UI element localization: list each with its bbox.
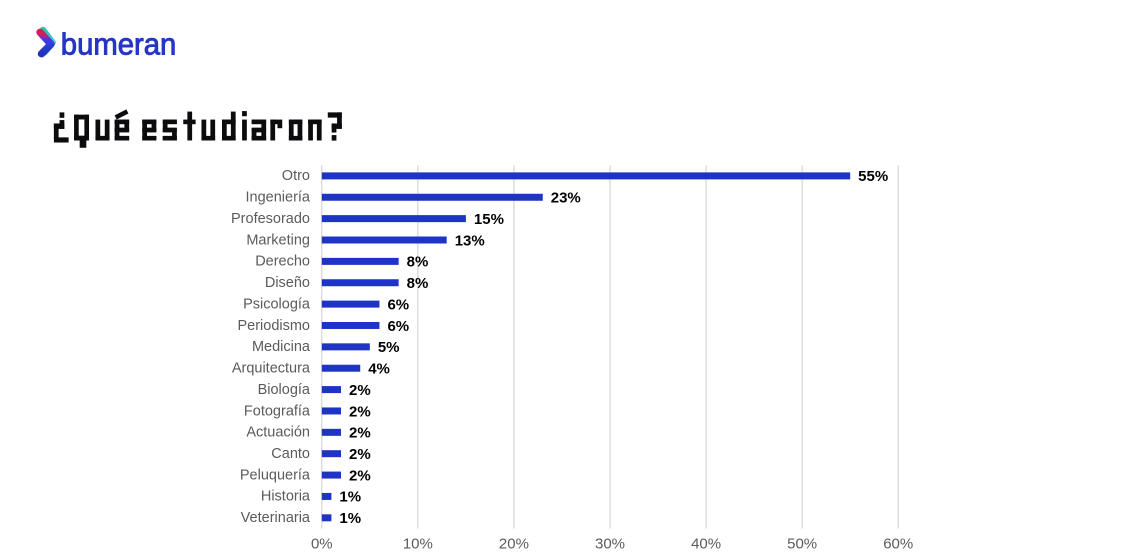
svg-text:Historia: Historia (261, 489, 311, 505)
svg-text:13%: 13% (455, 232, 485, 249)
svg-text:0%: 0% (311, 536, 333, 553)
svg-text:Medicina: Medicina (252, 339, 311, 355)
svg-text:50%: 50% (787, 536, 817, 553)
svg-text:Fotografía: Fotografía (244, 403, 311, 419)
svg-text:55%: 55% (858, 168, 888, 185)
svg-text:Ingeniería: Ingeniería (246, 190, 311, 206)
svg-text:2%: 2% (349, 467, 371, 484)
svg-text:Psicología: Psicología (243, 296, 311, 312)
svg-text:Marketing: Marketing (246, 232, 310, 248)
svg-text:Otro: Otro (282, 168, 310, 184)
svg-text:1%: 1% (339, 489, 361, 506)
svg-text:15%: 15% (474, 211, 504, 228)
svg-text:Periodismo: Periodismo (237, 318, 310, 334)
svg-text:4%: 4% (368, 361, 390, 378)
svg-text:40%: 40% (691, 536, 721, 553)
svg-text:Actuación: Actuación (246, 425, 310, 441)
svg-text:Canto: Canto (271, 446, 310, 462)
svg-text:5%: 5% (378, 339, 400, 356)
svg-text:2%: 2% (349, 382, 371, 399)
svg-text:Biología: Biología (258, 382, 311, 398)
svg-text:20%: 20% (499, 536, 529, 553)
svg-text:8%: 8% (407, 275, 429, 292)
svg-text:6%: 6% (387, 318, 409, 335)
svg-text:30%: 30% (595, 536, 625, 553)
svg-text:8%: 8% (407, 254, 429, 271)
svg-text:Profesorado: Profesorado (231, 211, 310, 227)
svg-text:Peluquería: Peluquería (240, 467, 311, 483)
svg-text:2%: 2% (349, 446, 371, 463)
svg-text:Derecho: Derecho (255, 254, 310, 270)
svg-text:1%: 1% (339, 510, 361, 527)
svg-text:60%: 60% (883, 536, 913, 553)
svg-text:6%: 6% (387, 296, 409, 313)
svg-text:Veterinaria: Veterinaria (241, 510, 311, 526)
svg-text:23%: 23% (551, 190, 581, 207)
svg-text:10%: 10% (403, 536, 433, 553)
svg-text:2%: 2% (349, 403, 371, 420)
svg-text:bumeran: bumeran (61, 28, 177, 62)
svg-text:Arquitectura: Arquitectura (232, 361, 311, 377)
svg-text:Diseño: Diseño (265, 275, 310, 291)
svg-text:2%: 2% (349, 425, 371, 442)
